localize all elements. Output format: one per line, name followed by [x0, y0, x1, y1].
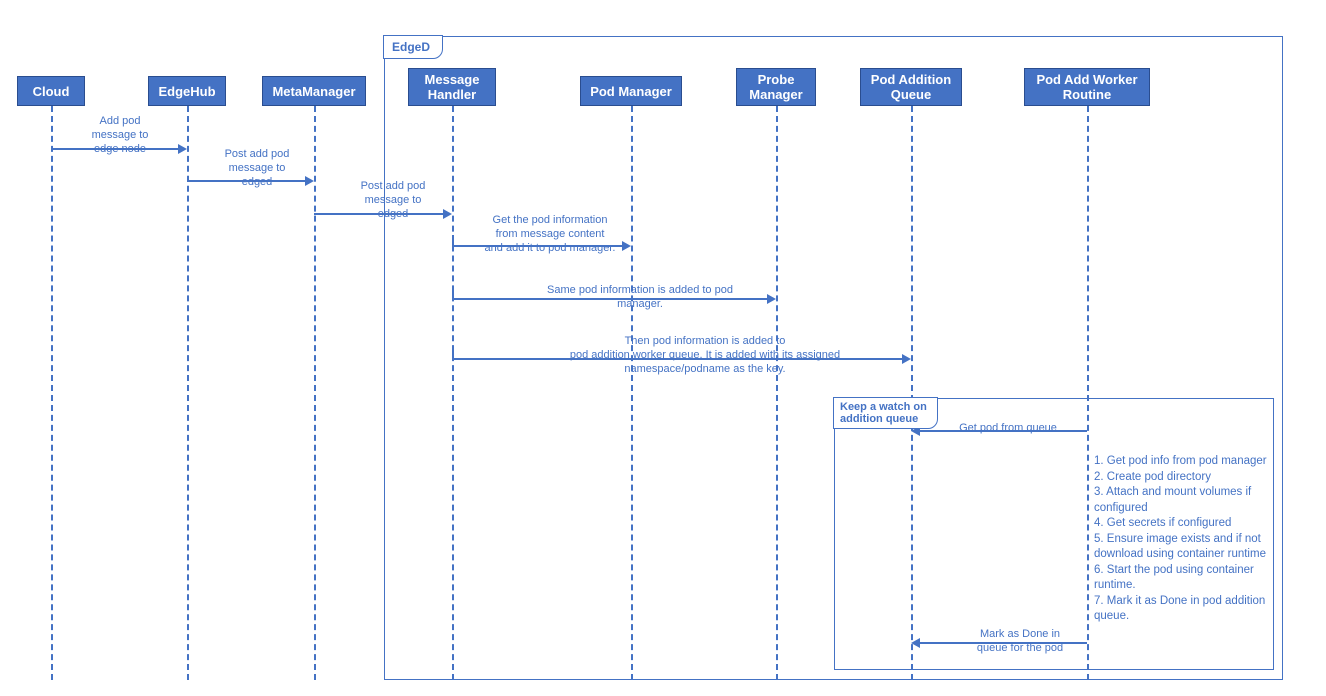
- actor-pod-addition-queue-label: Pod Addition Queue: [871, 72, 951, 102]
- message-m2-arrowhead: [305, 176, 314, 186]
- actor-pod-manager: Pod Manager: [580, 76, 682, 106]
- actor-cloud: Cloud: [17, 76, 85, 106]
- message-m3-arrowhead: [443, 209, 452, 219]
- message-m5-label: Same pod information is added to pod man…: [520, 284, 760, 312]
- lifeline-msghandler: [452, 106, 454, 680]
- worker-steps-list: 1. Get pod info from pod manager 2. Crea…: [1094, 454, 1282, 625]
- actor-message-handler-label: Message Handler: [425, 72, 480, 102]
- message-m5-arrowhead: [767, 294, 776, 304]
- actor-edgehub-label: EdgeHub: [158, 84, 215, 99]
- actor-edgehub: EdgeHub: [148, 76, 226, 106]
- edged-container-label: EdgeD: [383, 35, 443, 59]
- message-m6-arrowhead: [902, 354, 911, 364]
- message-m6-label: Then pod information is added to pod add…: [530, 335, 880, 376]
- actor-pod-add-worker: Pod Add Worker Routine: [1024, 68, 1150, 106]
- lifeline-metamanager: [314, 106, 316, 680]
- actor-probe-manager: Probe Manager: [736, 68, 816, 106]
- actor-pod-add-worker-label: Pod Add Worker Routine: [1036, 72, 1137, 102]
- message-m6-corner: [452, 348, 454, 358]
- message-m1-arrowhead: [178, 144, 187, 154]
- message-m2-label: Post add pod message to edged: [212, 148, 302, 189]
- actor-pod-addition-queue: Pod Addition Queue: [860, 68, 962, 106]
- actor-probe-manager-label: Probe Manager: [749, 72, 802, 102]
- lifeline-probemgr: [776, 106, 778, 680]
- watch-queue-frame-label: Keep a watch on addition queue: [833, 397, 938, 429]
- actor-metamanager: MetaManager: [262, 76, 366, 106]
- actor-cloud-label: Cloud: [33, 84, 70, 99]
- message-m1-label: Add pod message to edge node: [80, 115, 160, 156]
- message-m4-corner: [452, 235, 454, 245]
- actor-message-handler: Message Handler: [408, 68, 496, 106]
- lifeline-cloud: [51, 106, 53, 680]
- message-m5-corner: [452, 288, 454, 298]
- lifeline-podmanager: [631, 106, 633, 680]
- message-m3-label: Post add pod message to edged: [348, 180, 438, 221]
- actor-metamanager-label: MetaManager: [272, 84, 355, 99]
- actor-pod-manager-label: Pod Manager: [590, 84, 672, 99]
- message-m4-label: Get the pod information from message con…: [460, 214, 640, 255]
- lifeline-edgehub: [187, 106, 189, 680]
